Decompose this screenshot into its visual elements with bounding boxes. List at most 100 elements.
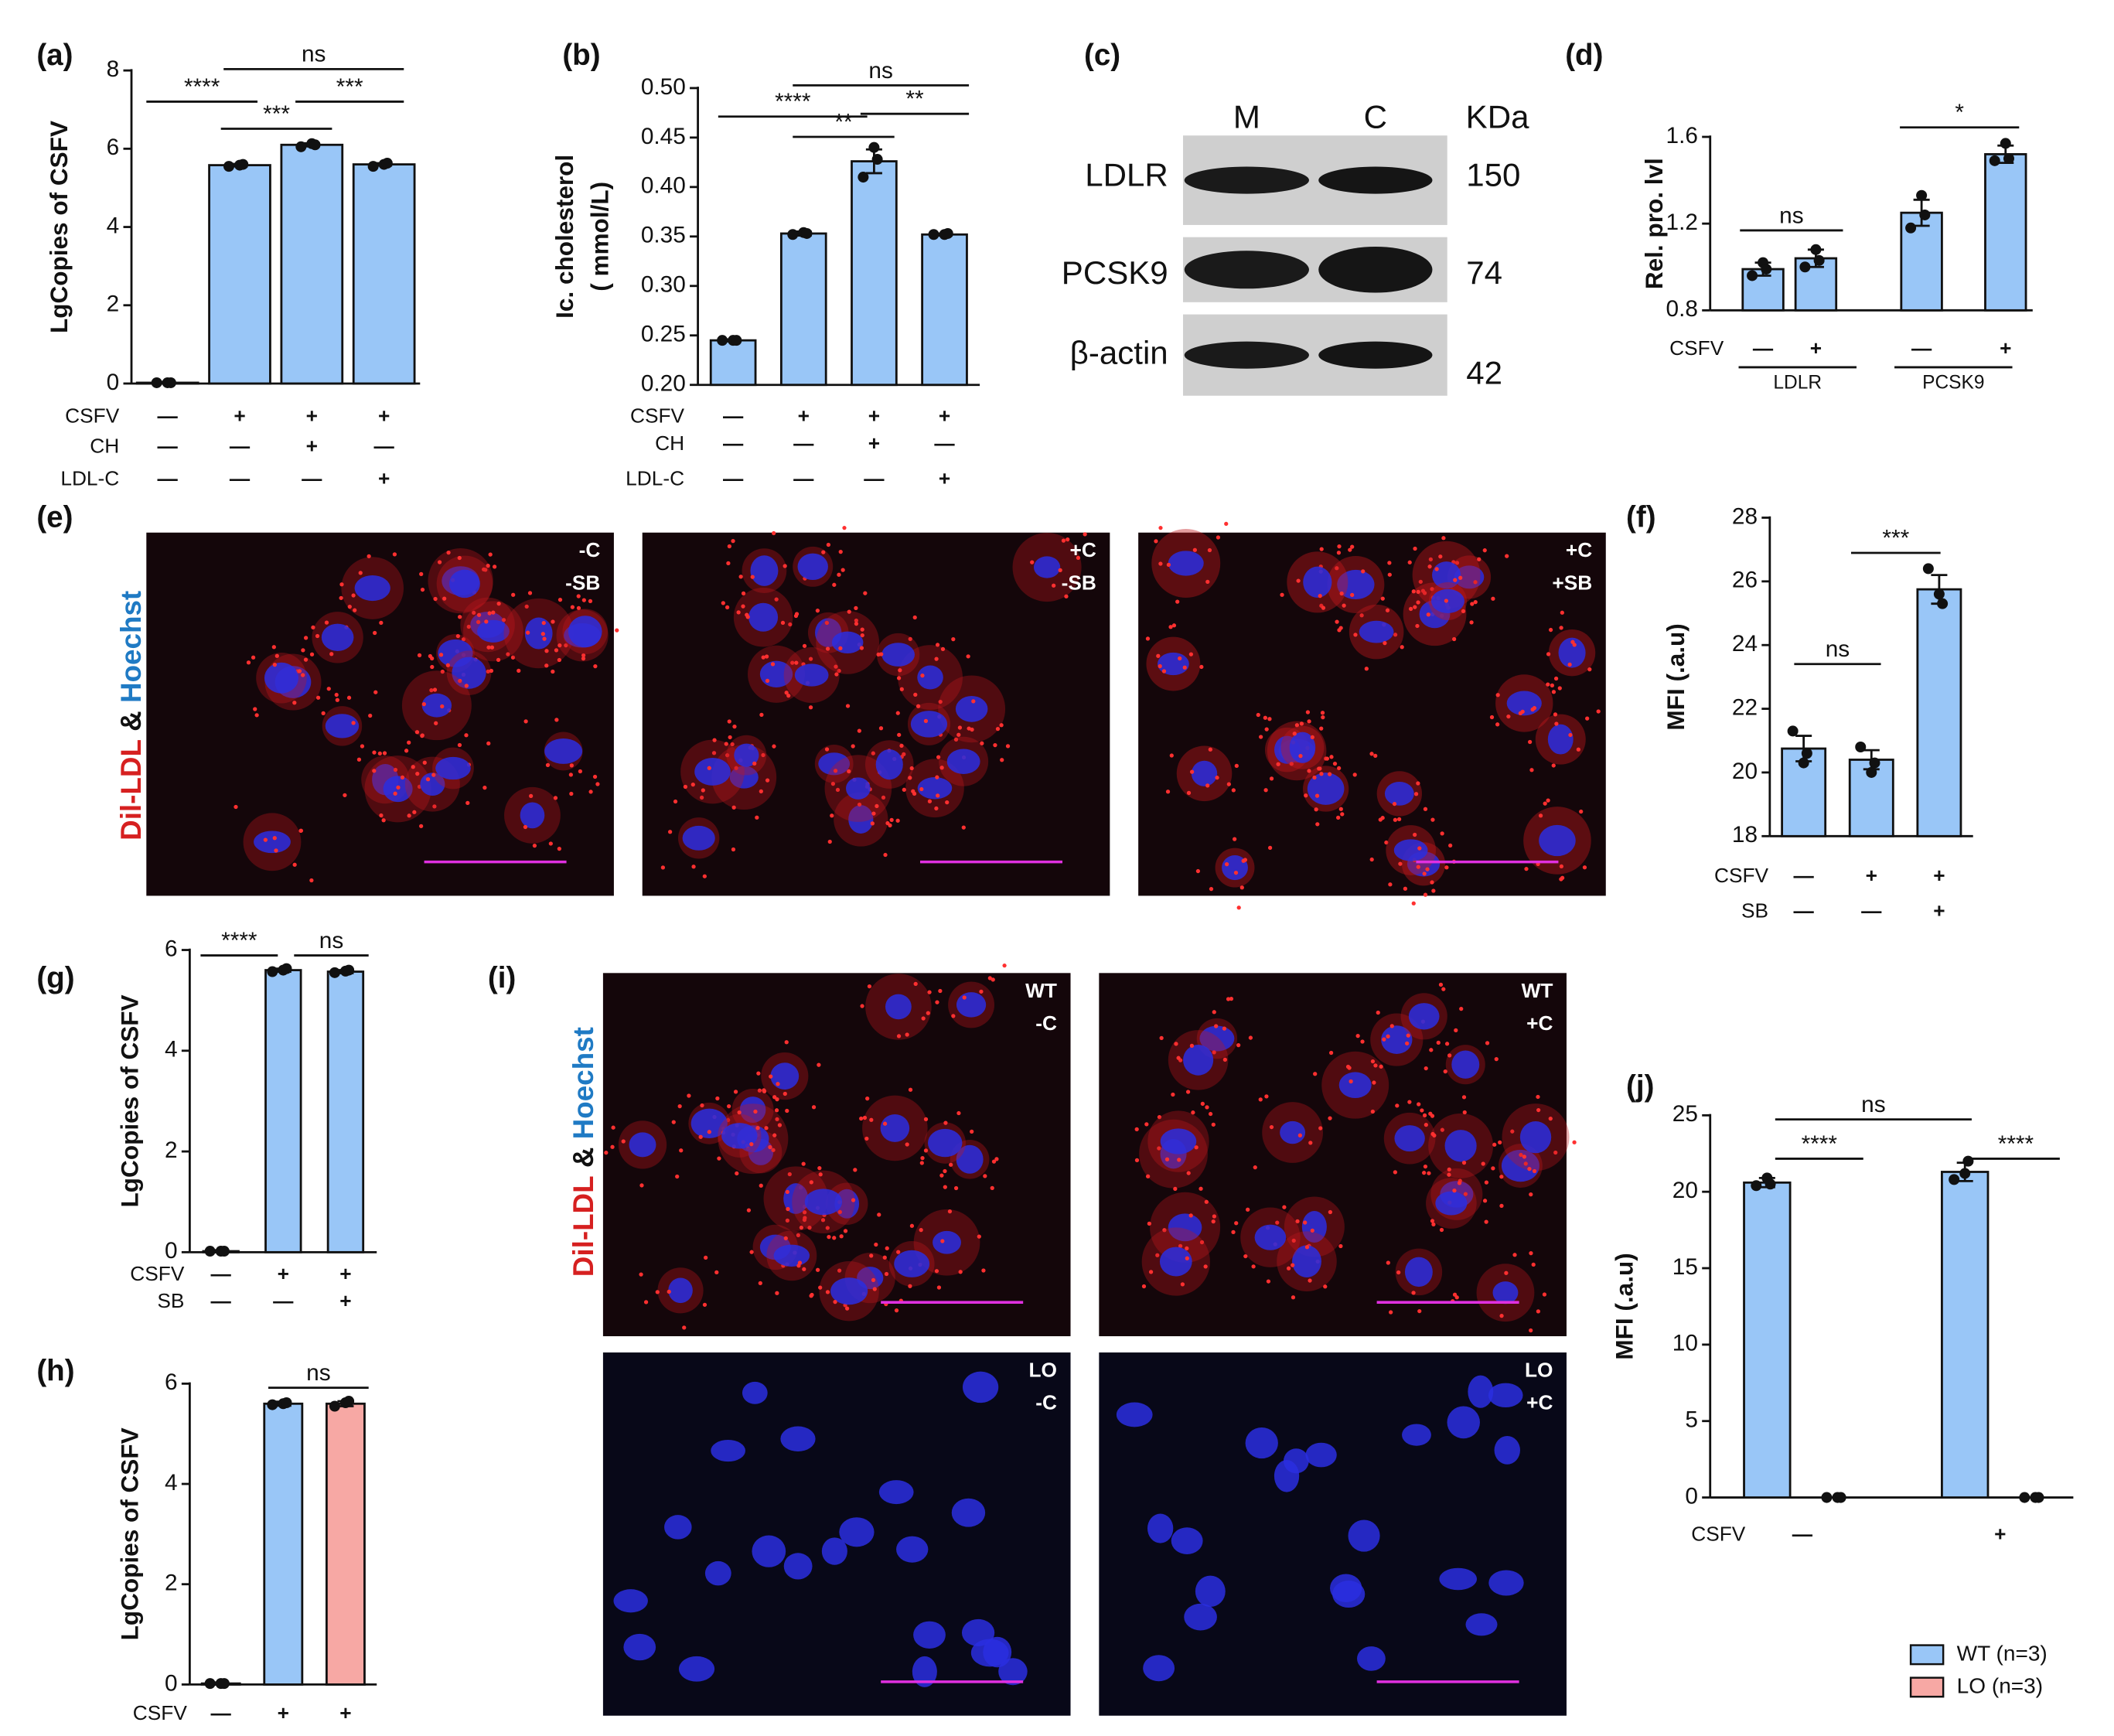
nucleus [1195,1575,1226,1608]
condition-mark: — [273,1289,294,1312]
stain-part: Dil-LDL [114,739,146,841]
nucleus [623,1633,656,1661]
lipid-dot [1295,1219,1300,1223]
lipid-dot [1199,1186,1203,1191]
lipid-dot [1314,793,1320,798]
lipid-dot [1559,864,1564,869]
lipid-dot [1251,1264,1256,1269]
significance-label: **** [1998,1131,2034,1157]
nucleus [1184,1603,1217,1631]
lipid-dot [1328,1209,1333,1215]
significance-label: **** [1802,1131,1838,1157]
condition-mark: + [868,404,880,428]
lipid-dot [1385,608,1390,612]
y-tick-label: 0.40 [641,173,686,199]
nucleus [711,1439,745,1462]
lipid-dot [939,766,944,770]
nucleus [1393,839,1428,861]
nucleus [435,756,471,780]
data-point [1905,222,1917,234]
lipid-dot [569,763,574,768]
lipid-dot [1550,683,1554,688]
lipid-dot [1426,612,1430,617]
lipid-dot [1269,1124,1274,1130]
lipid-dot [761,655,765,660]
lipid-dot [826,542,831,547]
nucleus [1171,1527,1203,1554]
lipid-dot [1447,1172,1451,1177]
lipid-dot [1596,709,1601,714]
lipid-dot [643,1300,649,1305]
lipid-dot [895,711,900,715]
lipid-dot [1178,1243,1183,1248]
lipid-dot [457,742,462,748]
lipid-dot [1312,775,1317,780]
nucleus [321,623,354,651]
y-axis-label: ( mmol/L) [585,182,613,292]
lipid-dot [953,1185,959,1191]
lipid-dot [737,1110,742,1115]
lipid-dot [292,701,297,705]
panel-label: (i) [488,961,516,994]
lipid-dot [1440,1127,1444,1132]
lipid-dot [793,613,799,619]
significance-label: ns [302,42,326,67]
lipid-dot [1557,686,1562,691]
lipid-dot [1214,1024,1219,1028]
nucleus [1222,855,1248,881]
y-tick-label: 0 [165,1238,178,1264]
image-label: WT [1025,979,1057,1002]
lipid-dot [845,704,851,708]
data-point [1933,588,1945,600]
condition-mark: + [1810,336,1822,360]
lipid-dot [428,653,433,659]
lipid-dot [1444,1042,1450,1046]
lipid-dot [1469,620,1474,625]
lipid-dot [736,610,741,615]
lipid-dot [1440,831,1444,836]
lipid-dot [1239,885,1244,890]
nucleus [783,1553,813,1580]
condition-mark: + [306,404,318,428]
lipid-dot [1310,735,1314,740]
lipid-dot [1423,807,1428,811]
lipid-dot [1482,548,1487,553]
bar [1916,588,1962,837]
nucleus [690,1108,728,1138]
lipid-dot [731,538,735,544]
nucleus [1488,1570,1524,1596]
lipid-dot [1411,589,1416,594]
nucleus [1338,1072,1372,1098]
nucleus [1168,1213,1202,1242]
lipid-dot [1253,1165,1257,1170]
lipid-dot [353,608,357,612]
lipid-dot [351,721,356,725]
condition-mark: + [306,434,318,457]
data-point [1869,757,1880,769]
condition-mark: — [723,466,744,489]
lipid-dot [1145,636,1151,641]
lipid-dot [840,568,845,572]
data-point [1761,264,1772,275]
data-point [1949,1174,1960,1185]
y-tick-label: 28 [1732,503,1758,529]
lipid-dot [557,657,561,663]
lipid-dot [382,751,387,755]
significance-label: ns [1779,203,1803,228]
lipid-dot [523,824,528,830]
lipid-dot [801,1161,806,1166]
lipid-dot [772,1095,777,1100]
lipid-dot [899,743,904,749]
lipid-dot [1208,1111,1213,1117]
image-label: LO [1029,1359,1057,1382]
y-tick-label: 0.30 [641,272,686,298]
data-point [367,161,379,172]
condition-mark: — [1792,1523,1813,1546]
lipid-dot [576,605,581,610]
lipid-dot [414,730,420,735]
lipid-dot [1275,1220,1280,1225]
lipid-dot [769,1074,773,1079]
lipid-dot [947,1209,953,1214]
lipid-dot [1209,887,1214,892]
lipid-dot [1448,843,1453,848]
